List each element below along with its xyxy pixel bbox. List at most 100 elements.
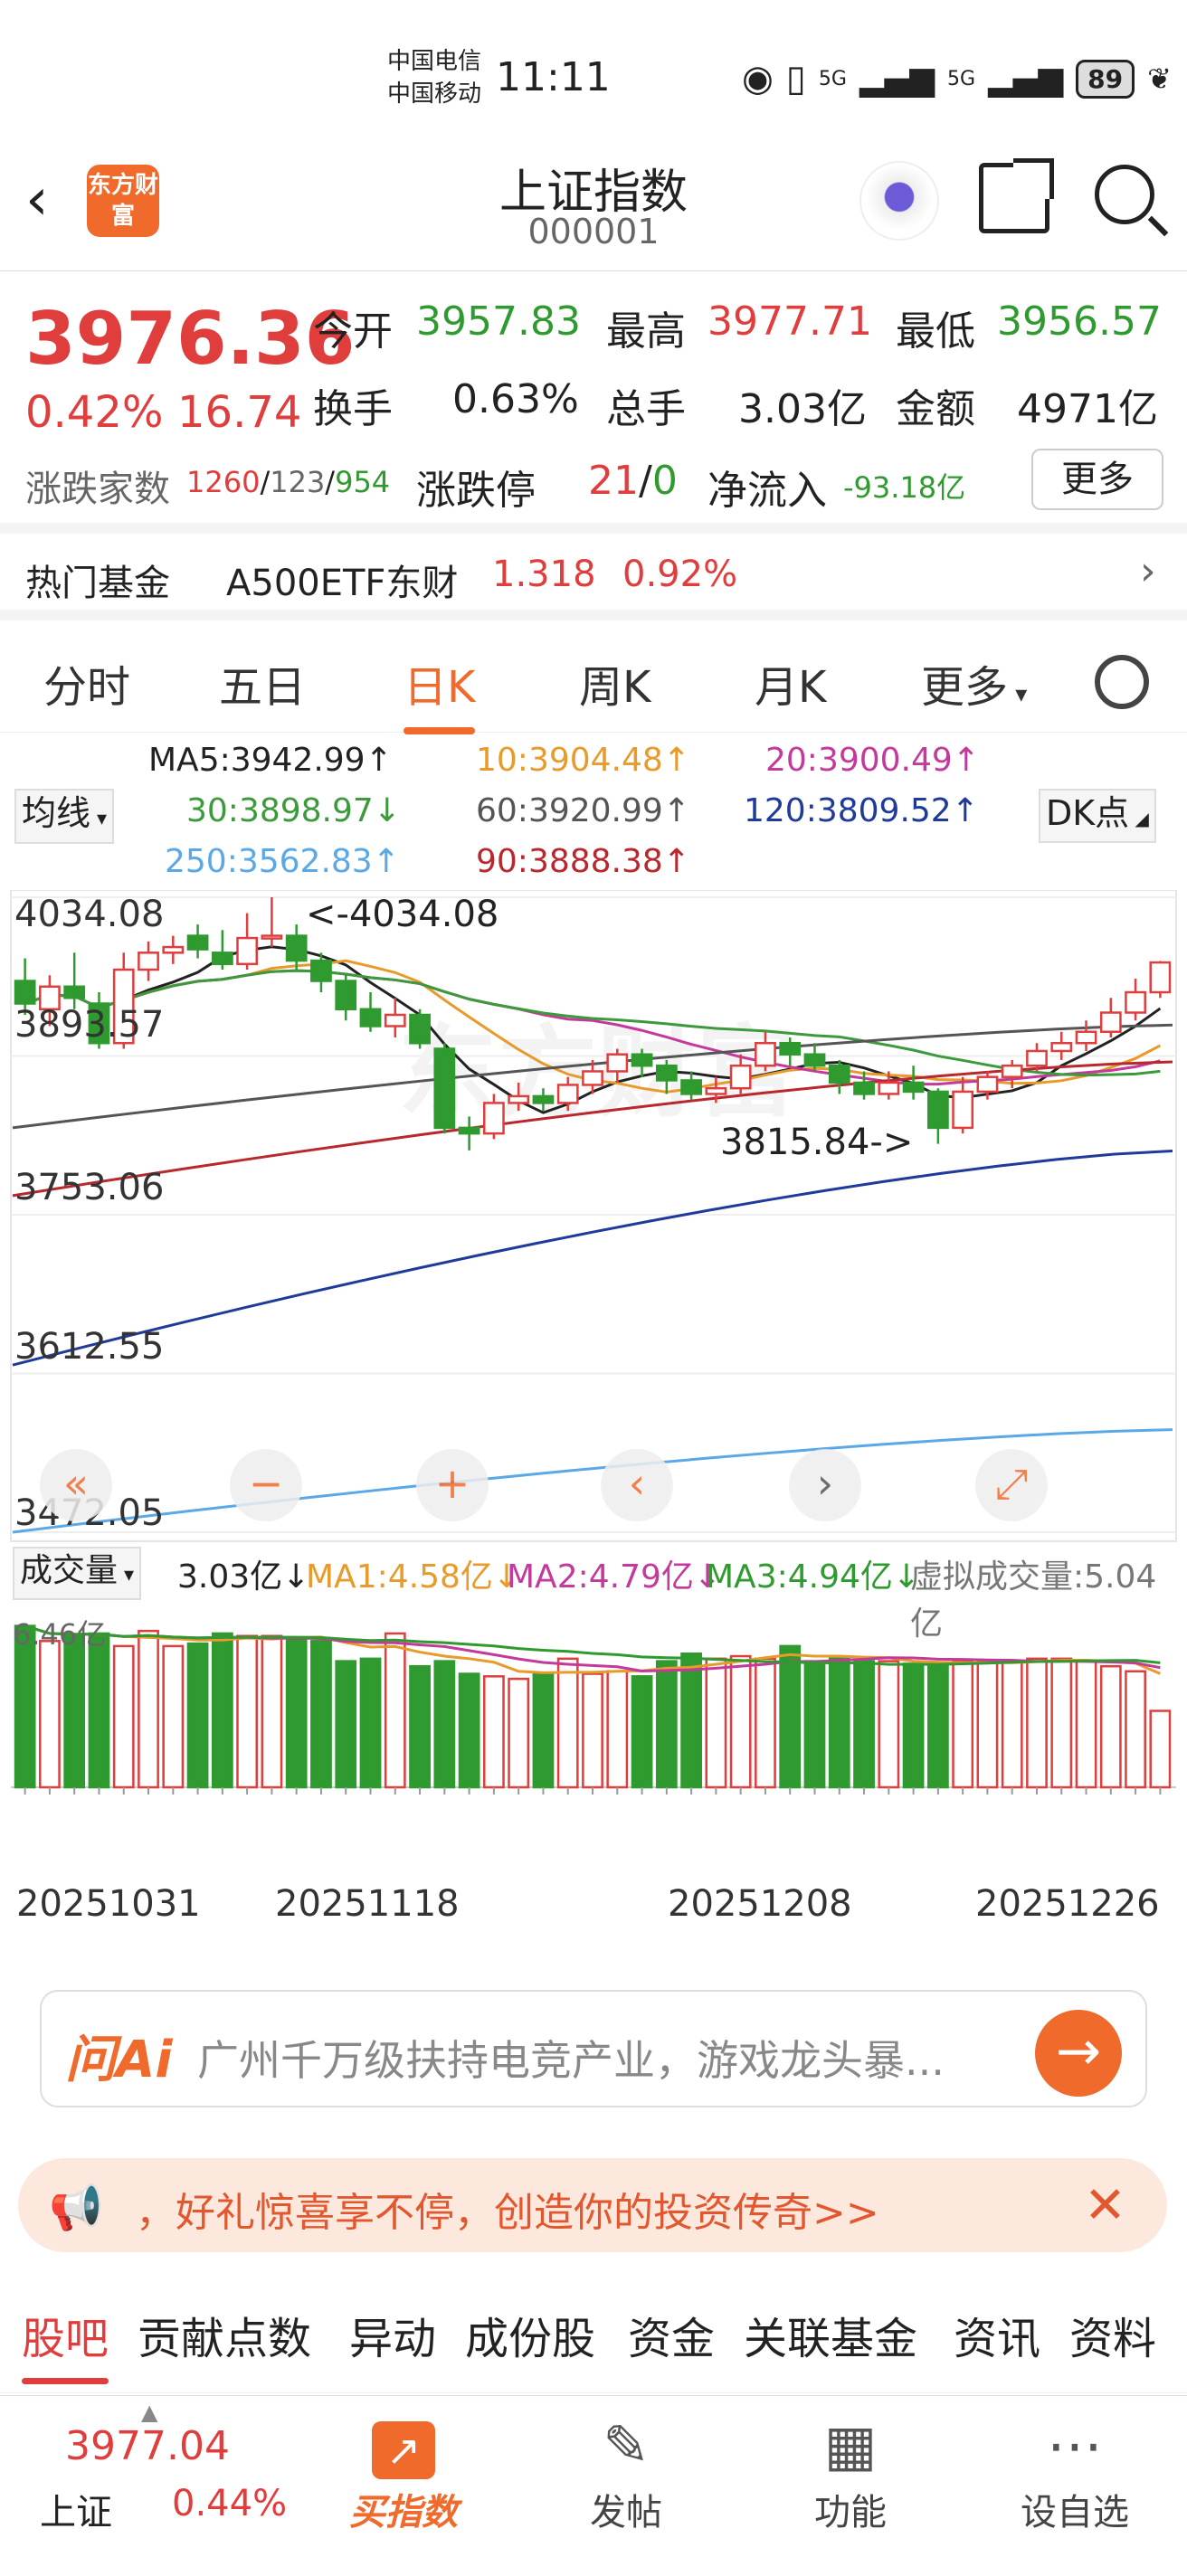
- tab-news[interactable]: 资讯: [954, 2314, 1041, 2364]
- signal-bars-icon-2: ▂▄▆: [988, 60, 1064, 98]
- candle: [902, 1081, 925, 1094]
- content-tabs: 股吧 贡献点数 异动 成份股 资金 关联基金 资讯 资料: [0, 2276, 1187, 2393]
- zoom-in-icon[interactable]: +: [416, 1449, 489, 1521]
- hot-fund-row[interactable]: 热门基金 A500ETF东财 1.318 0.92% ›: [0, 534, 1187, 620]
- tab-daily-k[interactable]: 日K: [404, 651, 476, 734]
- breadth-label: 涨跌家数: [25, 469, 170, 510]
- chevron-right-icon: ›: [1140, 548, 1156, 594]
- tab-anomaly[interactable]: 异动: [349, 2314, 437, 2364]
- tab-five-day[interactable]: 五日: [219, 662, 307, 713]
- open-value: 3957.83: [416, 298, 581, 345]
- gear-icon[interactable]: [1095, 655, 1149, 709]
- candle: [755, 1041, 776, 1067]
- volume-dropdown[interactable]: 成交量 ▾: [13, 1547, 142, 1600]
- volume-bar: [458, 1672, 480, 1789]
- candle: [261, 934, 283, 940]
- tab-constituents[interactable]: 成份股: [465, 2314, 596, 2364]
- tab-more[interactable]: 更多 ▾: [921, 662, 1028, 713]
- volume-bar: [779, 1644, 802, 1789]
- fast-back-icon[interactable]: «: [40, 1449, 112, 1521]
- tab-weekly-k[interactable]: 周K: [579, 662, 651, 713]
- candle: [14, 980, 36, 1005]
- virtual-volume-label: 虚拟成交量:5.04亿: [910, 1558, 1157, 1643]
- volume-bar: [409, 1664, 431, 1789]
- candle: [853, 1081, 875, 1095]
- candle: [705, 1086, 727, 1095]
- ai-ask-bar[interactable]: 问Ai 广州千万级扶持电竞产业，游戏龙头暴... →: [40, 1990, 1147, 2107]
- candle: [828, 1064, 850, 1084]
- inflow-value: -93.18亿: [843, 470, 966, 505]
- promo-banner[interactable]: 📢 ，好礼惊喜享不停，创造你的投资传奇>> ✕: [18, 2158, 1167, 2252]
- arrow-right-icon[interactable]: →: [1035, 2010, 1122, 2097]
- volume-bar: [261, 1634, 283, 1789]
- volume-bar: [310, 1640, 332, 1789]
- long-ma-line-1: [12, 1060, 1173, 1198]
- page-title: 上证指数: [499, 166, 688, 220]
- vma1-label: MA1:4.58亿↓: [306, 1558, 521, 1596]
- nav-functions[interactable]: ▦ 功能: [778, 2396, 923, 2535]
- edit-icon: ✎: [603, 2412, 650, 2478]
- kline-chart[interactable]: 东方财富: [0, 890, 1187, 1795]
- ma-dropdown[interactable]: 均线 ▾: [14, 789, 115, 844]
- long-ma-line-3: [12, 1428, 1173, 1534]
- tab-funds-flow[interactable]: 资金: [628, 2314, 716, 2364]
- quote-panel: 3976.36 0.42% 16.74 今开 3957.83 最高 3977.7…: [0, 271, 1187, 534]
- step-left-icon[interactable]: ‹: [601, 1449, 673, 1521]
- candle: [186, 934, 209, 951]
- high-value: 3977.71: [707, 298, 872, 345]
- index-price[interactable]: 3977.04: [65, 2423, 230, 2469]
- app-logo[interactable]: 东方财富: [87, 165, 159, 237]
- volume-bar: [606, 1670, 629, 1789]
- candle: [680, 1079, 702, 1095]
- robot-assistant-icon[interactable]: [859, 161, 939, 241]
- zoom-out-icon[interactable]: −: [230, 1449, 302, 1521]
- limit-label: 涨跌停: [416, 468, 536, 514]
- nav-buy-index[interactable]: ↗ 买指数: [331, 2396, 476, 2535]
- step-right-icon[interactable]: ›: [789, 1449, 861, 1521]
- candle: [310, 959, 332, 982]
- fullscreen-icon[interactable]: ⤢: [975, 1449, 1048, 1521]
- nav-add-watchlist[interactable]: ⋯ 设自选: [1002, 2396, 1147, 2535]
- volume-bar: [138, 1629, 159, 1789]
- candle: [335, 980, 357, 1011]
- ma120-label: 120:3809.52↑: [744, 792, 979, 829]
- candle: [1050, 1041, 1073, 1053]
- share-icon[interactable]: [979, 158, 1054, 233]
- status-icons: ◉ ▯ 5G ▂▄▆ 5G ▂▄▆ 89 ❦: [742, 58, 1172, 99]
- tab-intraday[interactable]: 分时: [43, 662, 131, 713]
- search-icon[interactable]: [1095, 165, 1154, 224]
- candle: [162, 945, 185, 954]
- volume-bar: [902, 1662, 925, 1789]
- volume-bar: [853, 1660, 875, 1789]
- volume-bar: [1001, 1660, 1023, 1789]
- leaf-icon: ❦: [1147, 62, 1172, 96]
- index-name: 上证: [40, 2492, 112, 2533]
- change-percent: 0.42%: [25, 387, 164, 438]
- x-label-1: 20251118: [275, 1883, 460, 1925]
- ma-line-3: [24, 969, 1161, 1077]
- amount-label: 金额: [896, 386, 975, 432]
- nav-post[interactable]: ✎ 发帖: [554, 2396, 698, 2535]
- tab-contribution[interactable]: 贡献点数: [138, 2314, 312, 2364]
- kline-tabs: 分时 五日 日K 周K 月K 更多 ▾: [0, 620, 1187, 734]
- y-tick-1: 3893.57: [14, 1004, 165, 1046]
- ma60-label: 60:3920.99↑: [476, 792, 690, 829]
- y-tick-3: 3612.55: [14, 1326, 165, 1368]
- close-icon[interactable]: ✕: [1084, 2176, 1126, 2235]
- candle: [803, 1053, 826, 1067]
- tab-related-funds[interactable]: 关联基金: [744, 2314, 918, 2364]
- volume-bar: [705, 1657, 727, 1789]
- promo-text: ，好礼惊喜享不停，创造你的投资传奇>>: [136, 2190, 879, 2236]
- tab-guba[interactable]: 股吧: [22, 2303, 109, 2384]
- back-icon[interactable]: ‹: [25, 166, 49, 233]
- low-annotation: 3815.84->: [720, 1122, 914, 1163]
- volume-bar: [508, 1677, 530, 1789]
- change-amount: 16.74: [177, 387, 302, 438]
- dk-point-dropdown[interactable]: DK点 ◢: [1039, 789, 1156, 843]
- hot-fund-name: A500ETF东财: [226, 563, 459, 604]
- tab-profile[interactable]: 资料: [1069, 2314, 1157, 2364]
- candle: [606, 1053, 629, 1073]
- tab-monthly-k[interactable]: 月K: [755, 662, 827, 713]
- volume-bar: [359, 1657, 382, 1789]
- more-button[interactable]: 更多: [1031, 449, 1163, 510]
